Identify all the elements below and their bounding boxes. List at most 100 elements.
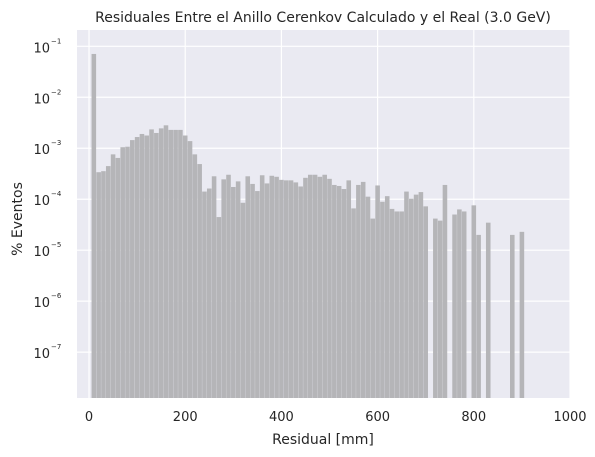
histogram-bar [116,158,121,398]
histogram-bar [322,175,327,398]
y-tick-base: 10 [33,143,50,158]
chart-title: Residuales Entre el Anillo Cerenkov Calc… [95,10,551,26]
histogram-bar [318,177,323,398]
histogram-bar [120,147,125,398]
x-tick-label: 0 [85,410,93,425]
histogram-bar [332,185,337,398]
histogram-bar [366,197,371,398]
y-tick-label: 10 −3 [33,139,61,158]
histogram-bar [212,176,217,398]
histogram-bar [226,175,231,398]
histogram-bar [409,199,414,398]
histogram-bar [472,205,477,398]
y-tick-base: 10 [33,296,50,311]
x-tick-label: 1000 [553,410,586,425]
histogram-bar [443,185,448,398]
histogram-bar [404,192,409,398]
y-tick-exponent: −3 [51,139,61,147]
x-tick-labels: 0 200 400 600 800 1000 [85,410,587,425]
x-tick-label: 400 [269,410,294,425]
y-tick-exponent: −1 [51,37,61,45]
histogram-bar [284,180,289,398]
histogram-bar [221,179,226,398]
histogram-bar [135,137,140,398]
y-tick-base: 10 [33,41,50,56]
histogram-bar [270,176,275,398]
histogram-bar [510,235,515,398]
y-tick-exponent: −5 [51,241,61,249]
y-tick-label: 10 −7 [33,343,61,362]
histogram-bar [289,180,294,398]
histogram-bar [236,181,241,398]
histogram-bar [390,209,395,398]
histogram-bar [125,147,130,398]
histogram-bar [303,178,308,398]
histogram-bar [423,206,428,398]
histogram-bar [476,235,481,398]
histogram-bar [173,130,178,398]
histogram-bar [169,130,174,398]
histogram-bar [241,203,246,398]
y-tick-base: 10 [33,194,50,209]
histogram-bar [346,180,351,398]
histogram-bar [462,211,467,398]
histogram-bar [178,130,183,398]
histogram-bar [308,175,313,398]
y-tick-label: 10 −5 [33,241,61,260]
histogram-bar [159,128,164,398]
histogram-bar [265,183,270,398]
y-tick-base: 10 [33,245,50,260]
histogram-bar [255,191,260,398]
y-tick-labels: 10−110−210−310−410−510−610−7 [33,37,61,362]
histogram-bar [154,133,159,398]
y-tick-exponent: −6 [51,292,62,300]
histogram-bar [380,202,385,398]
y-tick-exponent: −7 [51,343,61,351]
histogram-bar [274,177,279,398]
x-tick-label: 600 [365,410,390,425]
histogram-bar [183,136,188,398]
histogram-bar [342,189,347,398]
y-tick-label: 10 −6 [33,292,61,311]
x-tick-label: 200 [173,410,198,425]
histogram-bar [486,223,491,398]
histogram-bar [452,215,457,398]
y-axis-label: % Eventos [10,182,26,256]
x-axis-label: Residual [mm] [272,432,374,448]
histogram-bar [202,192,207,398]
histogram-bar [101,171,106,398]
histogram-bar [193,154,198,398]
histogram-bar [520,232,525,398]
histogram-bar [371,219,376,398]
y-tick-label: 10 −1 [33,37,61,56]
histogram-bar [207,189,212,398]
histogram-bar [279,180,284,398]
histogram-bar [313,175,318,398]
histogram-bar [130,140,135,398]
histogram-bar [327,179,332,398]
histogram-bar [92,54,97,398]
y-tick-label: 10 −4 [33,190,61,209]
y-tick-exponent: −4 [51,190,62,198]
histogram-bar [457,209,462,398]
histogram-bar [144,136,149,398]
histogram-bar [231,187,236,398]
histogram-bar [351,208,356,398]
y-tick-base: 10 [33,347,50,362]
histogram-bar [140,134,145,398]
histogram-bar [164,125,169,398]
histogram-bar [298,186,303,398]
histogram-bar [438,221,443,398]
y-tick-base: 10 [33,92,50,107]
y-tick-exponent: −2 [51,88,61,96]
histogram-bar [385,196,390,398]
histogram-bar [96,172,101,398]
histogram-bar [197,164,202,398]
histogram-bar [375,185,380,398]
histogram-bar [217,217,222,398]
histogram-bar [250,184,255,398]
histogram-bar [245,176,250,398]
histogram-bar [294,182,299,398]
x-tick-label: 800 [461,410,486,425]
